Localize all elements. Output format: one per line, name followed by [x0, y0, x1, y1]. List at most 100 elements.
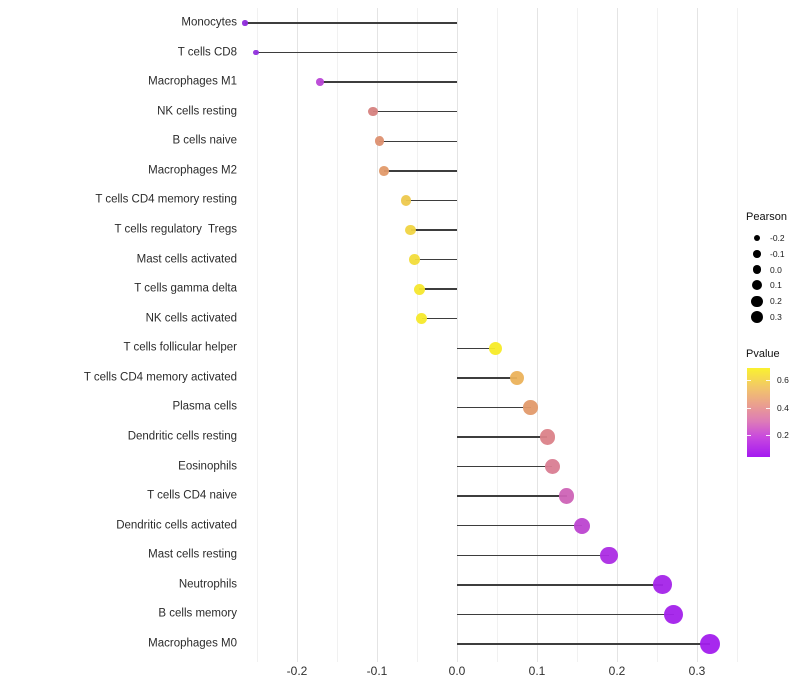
lollipop-stem — [245, 22, 457, 24]
lollipop-stem — [410, 229, 457, 231]
category-label: T cells CD8 — [177, 46, 237, 59]
lollipop-stem — [457, 436, 548, 438]
colorbar-tick — [766, 407, 770, 409]
lollipop-dot — [416, 313, 428, 325]
minor-gridline — [416, 8, 418, 662]
size-legend-label: -0.2 — [770, 232, 785, 243]
minor-gridline — [736, 8, 738, 662]
major-gridline — [536, 8, 538, 662]
colorbar-tick — [766, 380, 770, 382]
lollipop-dot — [539, 429, 555, 445]
category-label: T cells follicular helper — [123, 341, 237, 354]
lollipop-dot — [405, 224, 416, 236]
category-label: NK cells resting — [157, 105, 237, 118]
lollipop-stem — [256, 51, 457, 54]
lollipop-stem — [457, 613, 674, 616]
colorbar-tick — [747, 435, 751, 437]
category-label: T cells regulatory Tregs — [114, 223, 237, 236]
lollipop-dot — [509, 370, 525, 385]
major-gridline — [456, 8, 458, 662]
lollipop-dot — [573, 517, 590, 534]
lollipop-stem — [457, 524, 582, 527]
category-label: T cells CD4 memory activated — [83, 371, 237, 384]
x-tick-label: 0.0 — [448, 664, 466, 678]
size-legend-label: 0.0 — [770, 264, 782, 275]
size-legend-label: -0.1 — [770, 248, 785, 259]
lollipop-stem — [384, 170, 457, 172]
lollipop-dot — [558, 488, 575, 504]
minor-gridline — [576, 8, 578, 662]
lollipop-dot — [368, 106, 378, 117]
category-label: Monocytes — [181, 16, 237, 29]
category-label: Dendritic cells activated — [116, 519, 237, 532]
lollipop-dot — [653, 575, 672, 595]
size-legend-title: Pearson — [746, 211, 787, 223]
category-label: NK cells activated — [145, 312, 237, 325]
colorbar-tick — [747, 380, 751, 382]
size-legend-dot — [750, 310, 764, 324]
category-label: T cells CD4 naive — [147, 489, 237, 502]
category-label: T cells CD4 memory resting — [95, 194, 237, 207]
lollipop-dot — [523, 400, 538, 415]
major-gridline — [296, 8, 298, 662]
color-legend-label: 0.4 — [777, 402, 789, 413]
x-tick-label: -0.2 — [286, 664, 308, 678]
lollipop-stem — [414, 258, 457, 261]
lollipop-dot — [488, 341, 503, 355]
x-tick-label: 0.2 — [608, 664, 626, 678]
lollipop-stem — [457, 643, 710, 645]
lollipop-dot — [242, 20, 248, 26]
major-gridline — [616, 8, 618, 662]
size-legend-dot — [753, 250, 761, 258]
lollipop-dot — [699, 633, 720, 655]
lollipop-dot — [253, 49, 260, 56]
lollipop-stem — [457, 495, 567, 497]
x-tick-label: 0.3 — [688, 664, 706, 678]
lollipop-stem — [379, 140, 457, 143]
lollipop-dot — [664, 604, 684, 624]
x-tick-label: -0.1 — [366, 664, 388, 678]
pvalue-colorbar — [747, 368, 770, 457]
lollipop-stem — [405, 199, 457, 202]
size-legend-dot — [753, 234, 761, 242]
color-legend-label: 0.2 — [777, 429, 789, 440]
size-legend-dot — [752, 265, 762, 274]
lollipop-stem — [373, 110, 457, 113]
category-label: B cells naive — [172, 134, 237, 147]
category-label: Neutrophils — [178, 578, 237, 591]
x-tick-label: 0.1 — [528, 664, 546, 678]
lollipop-stem — [421, 317, 457, 320]
lollipop-stem — [457, 584, 663, 586]
lollipop-dot — [400, 195, 412, 206]
colorbar-tick — [766, 435, 770, 437]
major-gridline — [696, 8, 698, 662]
size-legend-label: 0.1 — [770, 280, 782, 291]
color-legend-label: 0.6 — [777, 375, 789, 386]
minor-gridline — [256, 8, 258, 662]
major-gridline — [376, 8, 378, 662]
size-legend-dot — [751, 295, 763, 307]
lollipop-dot — [600, 546, 618, 564]
lollipop-dot — [379, 165, 390, 176]
size-legend-label: 0.3 — [770, 311, 782, 322]
lollipop-dot — [374, 136, 385, 147]
colorbar-tick — [747, 407, 751, 409]
lollipop-stem — [457, 406, 531, 409]
category-label: Eosinophils — [178, 460, 237, 473]
category-label: Macrophages M0 — [148, 637, 237, 650]
lollipop-dot — [316, 78, 325, 87]
lollipop-stem — [457, 465, 553, 468]
category-label: B cells memory — [158, 608, 237, 621]
lollipop-dot — [544, 458, 560, 475]
category-label: Macrophages M1 — [148, 75, 237, 88]
category-label: Mast cells resting — [148, 548, 237, 561]
lollipop-dot — [409, 254, 420, 265]
category-label: T cells gamma delta — [134, 282, 237, 295]
lollipop-stem — [419, 288, 457, 290]
lollipop-stem — [320, 81, 457, 83]
size-legend-dot — [752, 280, 762, 291]
lollipop-stem — [457, 347, 496, 350]
color-legend-title: Pvalue — [746, 348, 780, 360]
lollipop-dot — [413, 283, 425, 295]
